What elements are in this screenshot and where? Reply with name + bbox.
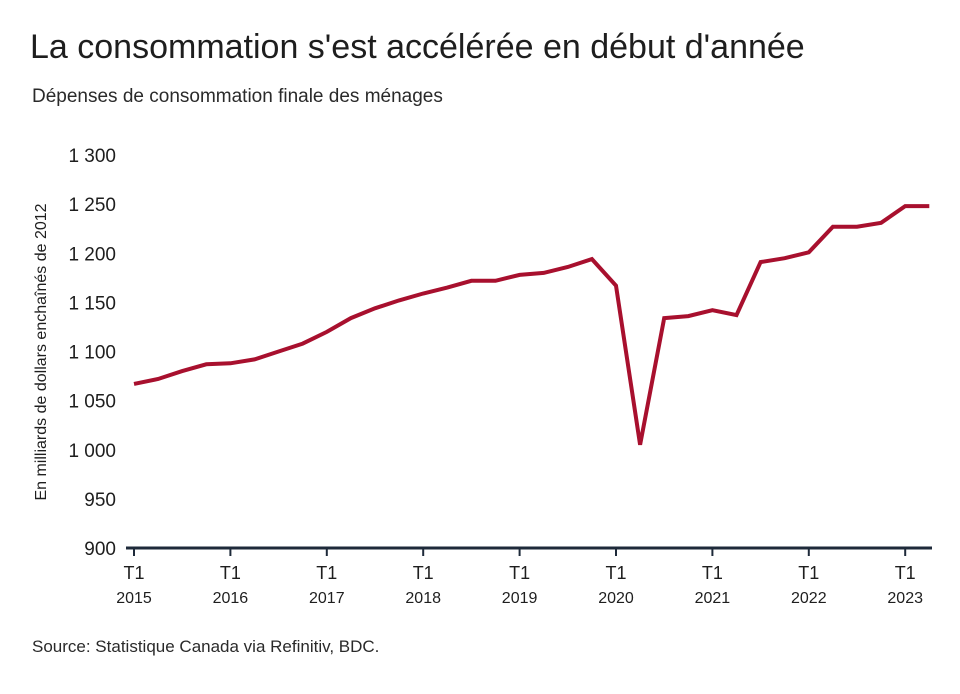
x-tick-label-year: 2019 — [502, 590, 538, 607]
chart-title: La consommation s'est accélérée en début… — [30, 28, 805, 66]
x-tick-label-quarter: T1 — [895, 563, 916, 583]
x-tick-label-year: 2022 — [791, 590, 827, 607]
source-note: Source: Statistique Canada via Refinitiv… — [32, 637, 380, 656]
y-tick-label: 1 200 — [68, 244, 116, 265]
x-tick-label-year: 2018 — [405, 590, 441, 607]
series-line — [133, 204, 930, 446]
y-tick-label: 1 150 — [68, 293, 116, 314]
x-tick-label-year: 2020 — [598, 590, 634, 607]
x-tick-label-year: 2015 — [116, 590, 152, 607]
y-tick-label: 1 300 — [68, 146, 116, 167]
plot-area — [133, 204, 930, 446]
y-tick-label: 1 250 — [68, 195, 116, 216]
chart-subtitle: Dépenses de consommation finale des ména… — [32, 86, 443, 107]
x-tick-label-year: 2021 — [695, 590, 731, 607]
x-axis: T1 2015 T1 2016 T1 2017 T1 2018 T1 2019 T1 2020 T1 20… — [116, 546, 932, 607]
y-tick-label: 950 — [84, 490, 116, 511]
x-tick-label-quarter: T1 — [413, 563, 434, 583]
y-axis-labels: 900 950 1 000 1 050 1 100 1 150 1 200 1 250 1 30… — [68, 146, 116, 560]
x-tick-label-quarter: T1 — [316, 563, 337, 583]
x-tick-label-year: 2016 — [213, 590, 249, 607]
line-chart: 900 950 1 000 1 050 1 100 1 150 1 200 1 250 1 30… — [33, 146, 932, 607]
x-tick-label-quarter: T1 — [798, 563, 819, 583]
y-tick-label: 1 000 — [68, 441, 116, 462]
x-tick-label-quarter: T1 — [702, 563, 723, 583]
x-tick-label-year: 2017 — [309, 590, 345, 607]
x-tick-label-year: 2023 — [887, 590, 923, 607]
x-tick-label-quarter: T1 — [220, 563, 241, 583]
y-tick-label: 1 100 — [68, 343, 116, 364]
x-tick-label-quarter: T1 — [123, 563, 144, 583]
y-axis-label: En milliards de dollars enchaînés de 201… — [33, 203, 50, 500]
y-tick-label: 900 — [84, 539, 116, 560]
x-tick-label-quarter: T1 — [605, 563, 626, 583]
y-tick-label: 1 050 — [68, 392, 116, 413]
x-tick-label-quarter: T1 — [509, 563, 530, 583]
